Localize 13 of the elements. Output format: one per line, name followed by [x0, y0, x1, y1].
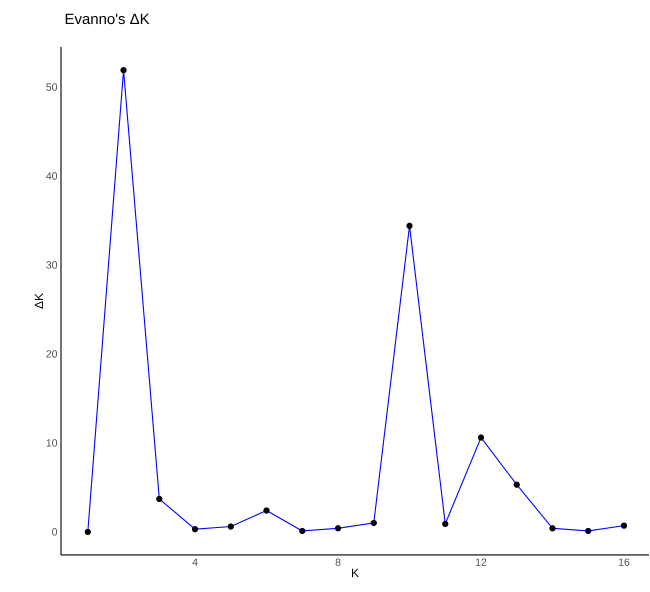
x-tick-label: 16 [618, 558, 630, 566]
y-tick-label: 30 [46, 261, 58, 269]
x-tick-label: 8 [336, 558, 340, 566]
y-tick-label: 20 [46, 350, 58, 358]
y-tick-label: 10 [46, 439, 58, 447]
y-tick-label: 40 [46, 172, 58, 180]
y-axis-title: ΔK [34, 293, 43, 309]
x-axis-title: K [352, 568, 359, 577]
chart-title: Evanno's ΔK [66, 14, 150, 24]
x-tick-label: 4 [192, 558, 198, 566]
y-tick-label: 50 [46, 83, 58, 91]
x-tick-label: 12 [476, 558, 486, 566]
y-tick-label: 0 [52, 528, 58, 536]
